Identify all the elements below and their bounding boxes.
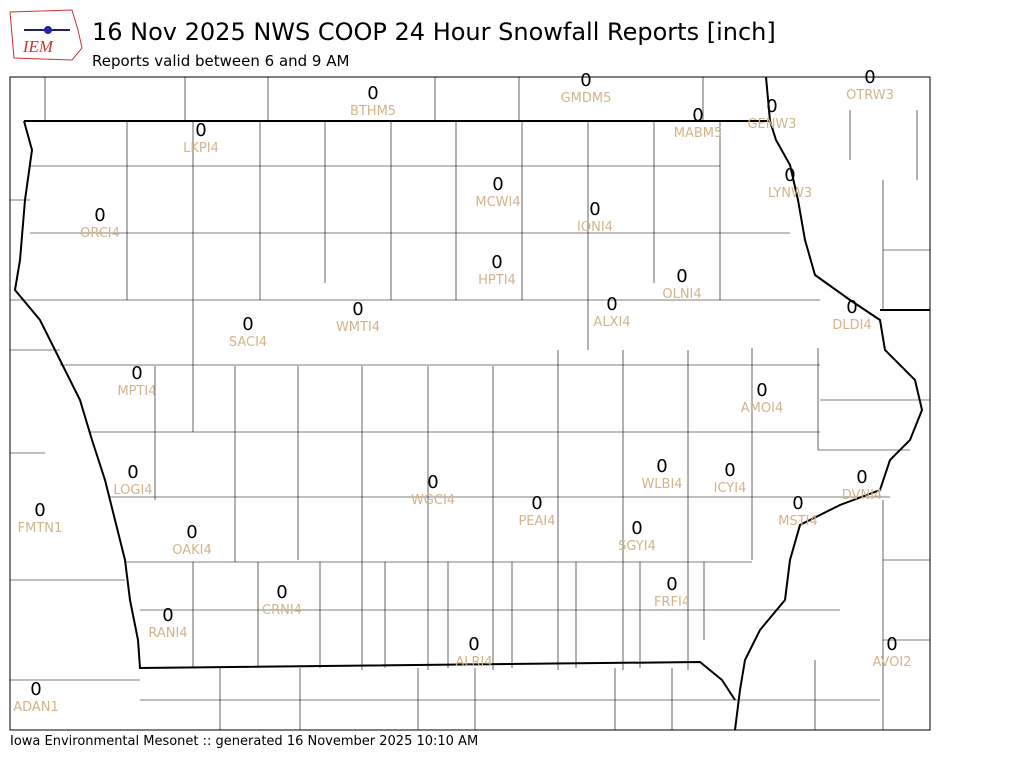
station-value: 0: [276, 582, 287, 603]
station-value: 0: [846, 297, 857, 318]
logo: IEM: [9, 9, 83, 61]
station-id: LKPI4: [183, 141, 219, 156]
station-id: MSTI4: [778, 514, 818, 529]
station-value: 0: [676, 266, 687, 287]
station-id: IONI4: [577, 220, 613, 235]
station-value: 0: [427, 472, 438, 493]
station-id: DLDI4: [832, 318, 871, 333]
station-id: FMTN1: [18, 521, 63, 536]
footer: Iowa Environmental Mesonet :: generated …: [10, 734, 478, 749]
station-id: OTRW3: [846, 88, 894, 103]
station-value: 0: [606, 294, 617, 315]
station-id: AVOI2: [872, 655, 911, 670]
station-id: RANI4: [148, 626, 187, 641]
station-value: 0: [656, 456, 667, 477]
station-value: 0: [766, 96, 777, 117]
station-id: GENW3: [747, 117, 796, 132]
station-id: GMDM5: [561, 91, 612, 106]
station-id: MCWI4: [475, 195, 520, 210]
station-value: 0: [531, 493, 542, 514]
station-id: LOGI4: [113, 483, 152, 498]
station-value: 0: [195, 120, 206, 141]
station-id: WMTI4: [336, 320, 380, 335]
station-id: MPTI4: [117, 384, 156, 399]
station-value: 0: [886, 634, 897, 655]
station-id: OLNI4: [662, 287, 701, 302]
station-value: 0: [856, 467, 867, 488]
station-value: 0: [127, 462, 138, 483]
station-id: ADAN1: [13, 700, 59, 715]
station-value: 0: [94, 205, 105, 226]
station-id: MABM5: [674, 126, 723, 141]
county-lines: [10, 77, 930, 730]
station-id: CRNI4: [262, 603, 302, 618]
station-id: LYNW3: [768, 186, 812, 201]
station-value: 0: [186, 522, 197, 543]
station-value: 0: [792, 493, 803, 514]
station-value: 0: [468, 634, 479, 655]
station-value: 0: [864, 67, 875, 88]
station-id: ALRI4: [455, 655, 492, 670]
station-id: ICYI4: [714, 481, 747, 496]
station-id: OAKI4: [172, 543, 212, 558]
logo-text: IEM: [22, 37, 54, 56]
station-value: 0: [491, 252, 502, 273]
station-value: 0: [784, 165, 795, 186]
station-value: 0: [34, 500, 45, 521]
subtitle: Reports valid between 6 and 9 AM: [92, 52, 349, 70]
station-id: DVNI4: [842, 488, 883, 503]
station-value: 0: [631, 518, 642, 539]
station-value: 0: [131, 363, 142, 384]
station-value: 0: [242, 314, 253, 335]
station-id: WLBI4: [641, 477, 682, 492]
station-id: AMOI4: [741, 401, 783, 416]
station-value: 0: [756, 380, 767, 401]
station-value: 0: [580, 70, 591, 91]
state-border: [765, 76, 930, 311]
stations: 0BTHM50GMDM50MABM50GENW30OTRW30LKPI40ORC…: [13, 67, 911, 715]
station-id: WGCI4: [411, 493, 455, 508]
station-value: 0: [666, 574, 677, 595]
station-value: 0: [492, 174, 503, 195]
station-value: 0: [30, 679, 41, 700]
map-frame: [9, 76, 931, 731]
station-id: ALXI4: [593, 315, 630, 330]
station-value: 0: [589, 199, 600, 220]
station-value: 0: [367, 83, 378, 104]
station-id: SGYI4: [618, 539, 656, 554]
station-value: 0: [724, 460, 735, 481]
station-id: SACI4: [229, 335, 267, 350]
station-id: ORCI4: [80, 226, 120, 241]
station-id: HPTI4: [478, 273, 516, 288]
station-value: 0: [352, 299, 363, 320]
station-value: 0: [162, 605, 173, 626]
title: 16 Nov 2025 NWS COOP 24 Hour Snowfall Re…: [92, 18, 776, 46]
state-border: [13, 120, 924, 731]
station-value: 0: [692, 105, 703, 126]
station-id: PEAI4: [518, 514, 555, 529]
station-id: FRFI4: [654, 595, 690, 610]
station-id: BTHM5: [350, 104, 396, 119]
